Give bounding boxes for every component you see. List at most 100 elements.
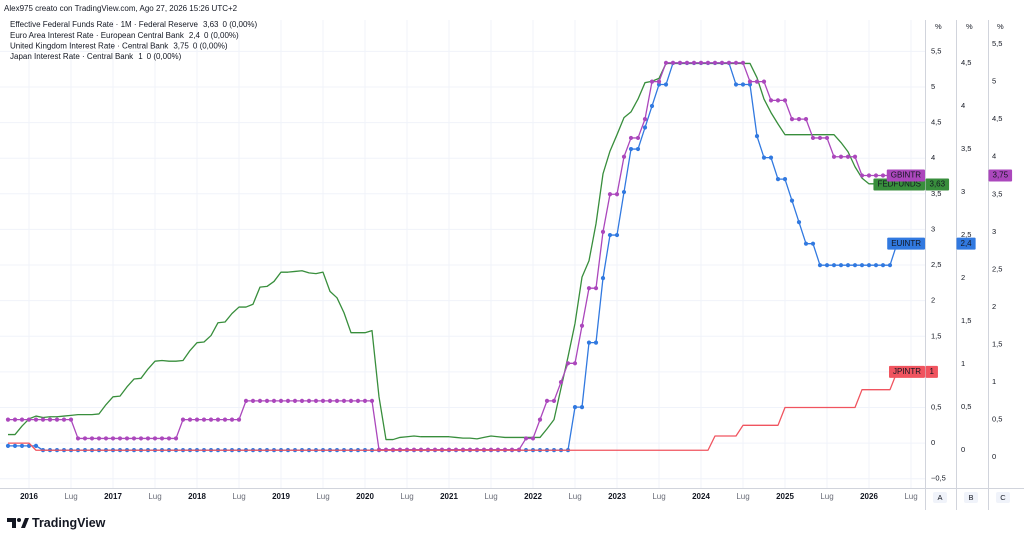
last-value-label: 3,75 — [993, 171, 1009, 180]
x-tick-label: 2020 — [356, 492, 374, 501]
point — [740, 82, 746, 87]
legend-name: Euro Area Interest Rate · European Centr… — [10, 31, 185, 40]
point — [789, 117, 795, 122]
axis-unit: % — [997, 22, 1004, 31]
x-tick-label: Lug — [400, 492, 413, 501]
point — [537, 417, 543, 422]
axis-name[interactable]: A — [937, 493, 942, 502]
logo-mark — [17, 518, 21, 522]
series-tag — [887, 237, 925, 250]
x-tick-label: Lug — [64, 492, 77, 501]
point — [614, 192, 620, 197]
point — [54, 417, 60, 422]
axis-button[interactable] — [964, 492, 978, 503]
series-tag — [873, 178, 925, 191]
point — [5, 443, 11, 448]
point — [75, 436, 81, 441]
point — [887, 263, 893, 268]
point — [866, 173, 872, 178]
point — [579, 405, 585, 410]
last-value-label: 2,4 — [961, 239, 973, 248]
x-tick-label: 2026 — [860, 492, 878, 501]
point — [810, 241, 816, 246]
x-tick-label: Lug — [316, 492, 329, 501]
point — [635, 146, 641, 152]
point — [96, 436, 102, 441]
point — [796, 117, 802, 122]
point — [740, 60, 746, 65]
legend-value: 1 — [138, 52, 143, 61]
point — [754, 134, 760, 139]
point — [243, 398, 249, 403]
point — [782, 98, 788, 103]
point — [348, 398, 354, 403]
x-tick-label: 2016 — [20, 492, 38, 501]
series-tag-label: JPINTR — [893, 367, 921, 376]
point — [257, 398, 263, 403]
point — [642, 125, 648, 130]
point — [719, 60, 725, 65]
point — [341, 398, 347, 403]
y-tick-label: 0 — [961, 445, 965, 454]
x-tick-label: 2018 — [188, 492, 206, 501]
point — [761, 155, 767, 160]
y-tick-label: −0,5 — [931, 474, 946, 483]
y-tick-label: 5,5 — [992, 39, 1002, 48]
point — [173, 436, 179, 441]
x-tick-label: 2023 — [608, 492, 626, 501]
point — [523, 436, 529, 441]
y-tick-label: 4,5 — [992, 114, 1002, 123]
point — [880, 263, 886, 268]
series-tag-label: FEDFUNDS — [877, 180, 921, 189]
point — [768, 98, 774, 103]
point — [761, 79, 767, 84]
point — [40, 417, 46, 422]
legend-change: 0 (0,00%) — [223, 20, 258, 29]
point — [866, 263, 872, 268]
legend-value: 3,75 — [173, 42, 189, 51]
footer-logo-text: TradingView — [32, 516, 106, 530]
point — [68, 417, 74, 422]
point — [593, 286, 599, 291]
series-tag — [889, 365, 925, 378]
x-tick-label: 2022 — [524, 492, 542, 501]
y-tick-label: 1,5 — [961, 316, 971, 325]
point — [803, 241, 809, 246]
point — [852, 263, 858, 268]
axis-name[interactable]: C — [1000, 493, 1006, 502]
point — [26, 417, 32, 422]
point — [215, 417, 221, 422]
point — [327, 398, 333, 403]
point — [824, 263, 830, 268]
point — [278, 398, 284, 403]
point — [117, 436, 123, 441]
point — [152, 436, 158, 441]
point — [831, 154, 837, 159]
x-tick-label: 2021 — [440, 492, 458, 501]
y-tick-label: 1,5 — [992, 340, 1002, 349]
last-value-label: 1 — [930, 367, 935, 376]
point — [264, 398, 270, 403]
point — [222, 417, 228, 422]
axis-button[interactable] — [996, 492, 1010, 503]
point — [285, 398, 291, 403]
point — [229, 417, 235, 422]
point — [782, 177, 788, 182]
point — [250, 398, 256, 403]
series-tag — [886, 169, 925, 182]
axis-name[interactable]: B — [968, 493, 973, 502]
point — [873, 263, 879, 268]
x-tick-label: Lug — [148, 492, 161, 501]
legend-change: 0 (0,00%) — [193, 42, 228, 51]
point — [544, 398, 550, 403]
axis-button[interactable] — [933, 492, 947, 503]
y-tick-label: 1 — [961, 359, 965, 368]
point — [649, 79, 655, 84]
point — [705, 60, 711, 65]
y-tick-label: 0,5 — [931, 402, 941, 411]
point — [19, 443, 25, 448]
point — [628, 135, 634, 141]
x-tick-label: Lug — [652, 492, 665, 501]
x-tick-label: 2024 — [692, 492, 710, 501]
point — [194, 417, 200, 422]
